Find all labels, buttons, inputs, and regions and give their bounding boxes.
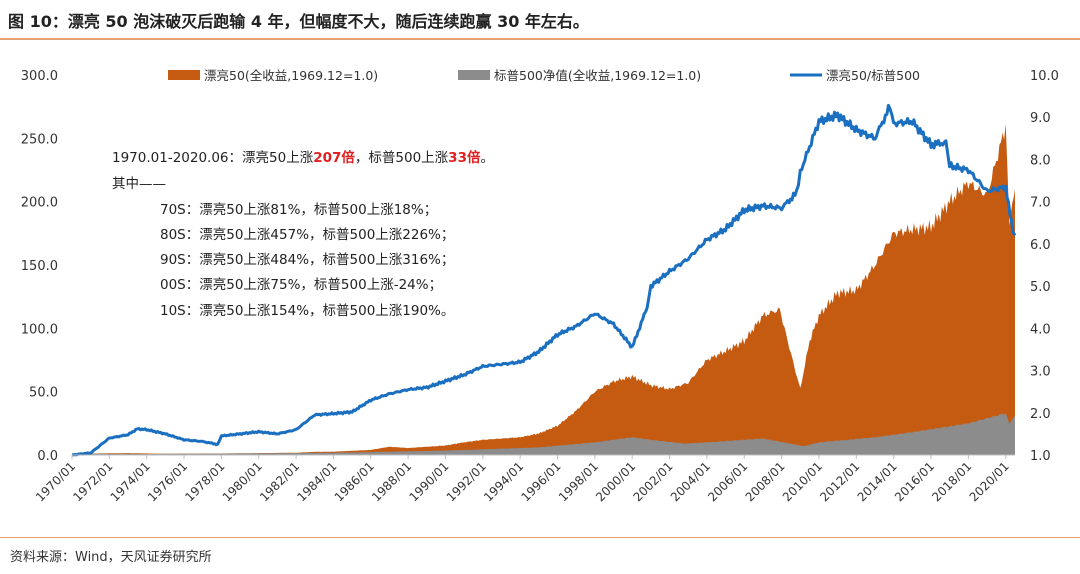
sp500-area bbox=[72, 413, 1015, 455]
nifty-multiple: 207倍 bbox=[313, 150, 355, 166]
y-left-tick-label: 0.0 bbox=[37, 449, 58, 464]
legend-swatch-sp500-area bbox=[458, 70, 490, 80]
x-tick-label: 1988/01 bbox=[369, 459, 414, 504]
y-left-tick-label: 100.0 bbox=[21, 322, 58, 337]
x-tick-label: 2002/01 bbox=[631, 459, 676, 504]
annotation-line-2: 其中—— bbox=[112, 176, 166, 192]
y-right-tick-label: 6.0 bbox=[1030, 238, 1051, 253]
x-tick-label: 2010/01 bbox=[780, 459, 825, 504]
x-tick-label: 2012/01 bbox=[817, 459, 862, 504]
x-tick-label: 2000/01 bbox=[593, 459, 638, 504]
y-right-tick-label: 4.0 bbox=[1030, 322, 1051, 337]
x-tick-label: 2006/01 bbox=[705, 459, 750, 504]
nifty50-area bbox=[72, 123, 1015, 456]
y-left-tick-label: 300.0 bbox=[21, 69, 58, 84]
y-right-tick-label: 5.0 bbox=[1030, 280, 1051, 295]
x-tick-label: 1976/01 bbox=[145, 459, 190, 504]
x-tick-label: 2018/01 bbox=[929, 459, 974, 504]
x-tick-label: 2020/01 bbox=[967, 459, 1012, 504]
x-tick-label: 2004/01 bbox=[668, 459, 713, 504]
annotation-prefix: 1970.01-2020.06：漂亮50上涨 bbox=[112, 150, 314, 166]
legend-label-sp500-area: 标普500净值(全收益,1969.12=1.0) bbox=[494, 68, 701, 83]
ratio-line bbox=[71, 103, 1017, 457]
x-tick-label: 2008/01 bbox=[743, 459, 788, 504]
y-right-tick-label: 3.0 bbox=[1030, 365, 1051, 380]
y-right-tick-label: 1.0 bbox=[1030, 449, 1051, 464]
annotation-decade-80s: 80S：漂亮50上涨457%，标普500上涨226%； bbox=[160, 227, 455, 243]
y-right-tick-label: 9.0 bbox=[1030, 111, 1051, 126]
x-tick-label: 1984/01 bbox=[294, 459, 339, 504]
x-tick-label: 1990/01 bbox=[406, 459, 451, 504]
annotation-line-1: 1970.01-2020.06：漂亮50上涨207倍，标普500上涨33倍。 bbox=[112, 146, 494, 166]
y-left-tick-label: 250.0 bbox=[21, 132, 58, 147]
y-left-tick-label: 50.0 bbox=[29, 386, 58, 401]
figure-title: 图 10：漂亮 50 泡沫破灭后跑输 4 年，但幅度不大，随后连续跑赢 30 年… bbox=[8, 12, 589, 31]
x-tick-label: 1982/01 bbox=[257, 459, 302, 504]
legend-swatch-nifty50-area bbox=[168, 70, 200, 80]
y-right-tick-label: 8.0 bbox=[1030, 153, 1051, 168]
x-tick-label: 2014/01 bbox=[855, 459, 900, 504]
x-tick-label: 1980/01 bbox=[220, 459, 265, 504]
source-note: 资料来源：Wind，天风证券研究所 bbox=[10, 550, 212, 565]
x-tick-label: 1974/01 bbox=[108, 459, 153, 504]
annotation-decade-00s: 00S：漂亮50上涨75%，标普500上涨-24%； bbox=[160, 277, 443, 293]
x-tick-label: 1986/01 bbox=[332, 459, 377, 504]
annotation-suffix: 。 bbox=[480, 150, 494, 166]
x-tick-label: 1994/01 bbox=[481, 459, 526, 504]
annotation-decade-70s: 70S：漂亮50上涨81%，标普500上涨18%； bbox=[160, 202, 438, 218]
x-tick-label: 1970/01 bbox=[33, 459, 78, 504]
y-left-tick-label: 200.0 bbox=[21, 196, 58, 211]
x-tick-label: 1998/01 bbox=[556, 459, 601, 504]
y-right-tick-label: 10.0 bbox=[1030, 69, 1059, 84]
x-tick-label: 2016/01 bbox=[892, 459, 937, 504]
annotation-decade-90s: 90S：漂亮50上涨484%，标普500上涨316%； bbox=[160, 252, 455, 268]
top-rule bbox=[0, 38, 1080, 40]
sp-multiple: 33倍 bbox=[448, 150, 481, 166]
y-left-tick-label: 150.0 bbox=[21, 259, 58, 274]
x-tick-label: 1978/01 bbox=[182, 459, 227, 504]
y-right-tick-label: 2.0 bbox=[1030, 407, 1051, 422]
x-tick-label: 1992/01 bbox=[444, 459, 489, 504]
annotation-mid: ，标普500上涨 bbox=[354, 150, 449, 166]
x-tick-label: 1972/01 bbox=[70, 459, 115, 504]
legend-label-ratio-line: 漂亮50/标普500 bbox=[826, 68, 920, 83]
annotation-decade-10s: 10S：漂亮50上涨154%，标普500上涨190%。 bbox=[160, 303, 455, 319]
x-tick-label: 1996/01 bbox=[518, 459, 563, 504]
legend-label-nifty50-area: 漂亮50(全收益,1969.12=1.0) bbox=[204, 68, 378, 83]
bottom-rule bbox=[0, 537, 1080, 538]
y-right-tick-label: 7.0 bbox=[1030, 196, 1051, 211]
